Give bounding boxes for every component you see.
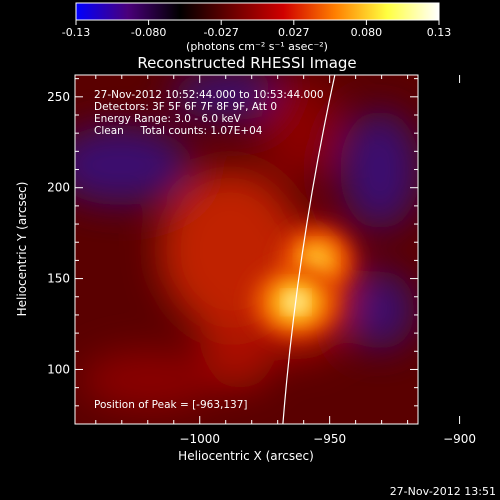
annotation-time-range: 27-Nov-2012 10:52:44.000 to 10:53:44.000 — [94, 89, 324, 101]
colorbar-tick-label: 0.080 — [351, 26, 383, 39]
annotation-energy-range: Energy Range: 3.0 - 6.0 keV — [94, 113, 242, 125]
secondary-source — [304, 248, 329, 273]
flare-sources — [250, 226, 355, 339]
colorbar-tick-label: -0.027 — [203, 26, 238, 39]
y-tick-label: 150 — [47, 272, 70, 286]
y-tick-label: 100 — [47, 362, 70, 376]
x-tick-label: −950 — [313, 432, 346, 446]
annotation-detectors: Detectors: 3F 5F 6F 7F 8F 9F, Att 0 — [94, 101, 277, 113]
x-tick-label: −1000 — [179, 432, 220, 446]
x-axis-ticks: −1000 −950 −900 — [95, 75, 476, 446]
colorbar-tick-label: -0.080 — [131, 26, 166, 39]
colorbar-ticks: -0.13 -0.080 -0.027 0.027 0.080 0.13 — [62, 20, 451, 39]
solar-limb-line — [282, 75, 336, 424]
annotation-clean-counts: Clean Total counts: 1.07E+04 — [94, 125, 263, 137]
y-axis-label: Heliocentric Y (arcsec) — [15, 182, 29, 317]
y-axis-ticks: 100 150 200 250 — [47, 78, 418, 407]
x-tick-label: −900 — [443, 432, 476, 446]
x-axis-label: Heliocentric X (arcsec) — [178, 449, 314, 463]
y-tick-label: 250 — [47, 90, 70, 104]
colorbar-tick-label: -0.13 — [62, 26, 90, 39]
image-area — [75, 75, 418, 424]
chart-title: Reconstructed RHESSI Image — [137, 54, 356, 72]
annotation-peak-position: Position of Peak = [-963,137] — [94, 399, 248, 411]
plot-frame — [74, 74, 419, 425]
colorbar-tick-label: 0.13 — [427, 26, 452, 39]
colorbar-label: (photons cm⁻² s⁻¹ asec⁻²) — [186, 40, 328, 53]
y-tick-label: 200 — [47, 181, 70, 195]
footer-timestamp: 27-Nov-2012 13:51 — [390, 485, 496, 498]
colorbar — [75, 2, 440, 21]
colorbar-tick-label: 0.027 — [278, 26, 310, 39]
